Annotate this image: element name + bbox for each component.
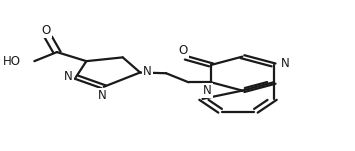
Text: HO: HO xyxy=(2,55,21,68)
Text: N: N xyxy=(64,70,73,83)
Text: N: N xyxy=(281,57,290,70)
Text: O: O xyxy=(179,44,188,57)
Text: N: N xyxy=(203,84,212,97)
Text: N: N xyxy=(98,89,106,102)
Text: O: O xyxy=(42,24,51,37)
Text: N: N xyxy=(143,65,152,78)
